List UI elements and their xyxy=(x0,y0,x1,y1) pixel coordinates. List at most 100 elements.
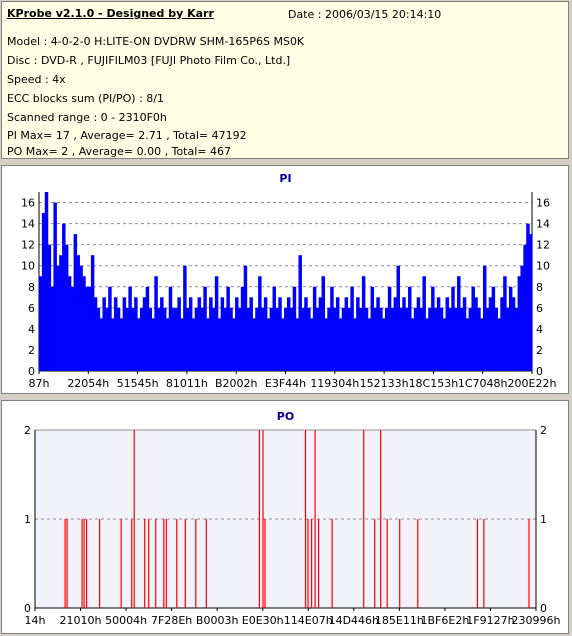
pi-bar xyxy=(232,318,236,371)
po-chart-panel: PO 0 0 1 1 2 2 14h 21010h 50004h 7F28Eh B0003h E0E30… xyxy=(1,400,569,634)
range-line: Scanned range : 0 - 2310F0h xyxy=(7,111,167,124)
pi-bar xyxy=(419,307,424,371)
pi-bar xyxy=(191,318,196,371)
pi-bar xyxy=(275,307,279,371)
pi-bar xyxy=(523,244,527,371)
pi-bar xyxy=(174,307,178,371)
pi-bar xyxy=(517,276,522,371)
pi-bar xyxy=(338,318,343,371)
x-tick-label: 81011h xyxy=(166,377,208,390)
y-tick-label-left: 2 xyxy=(28,344,35,357)
x-tick-label: 1BF6E2h xyxy=(421,614,470,627)
pi-bar xyxy=(183,265,187,371)
pi-bar xyxy=(312,286,317,371)
x-tick-label: 14D446h xyxy=(329,614,379,627)
pi-bar xyxy=(390,307,395,371)
pi-bar xyxy=(408,286,412,371)
pi-bar xyxy=(491,286,496,371)
x-tick-label: 152133h xyxy=(360,377,409,390)
pi-bar xyxy=(171,307,176,371)
pi-bar xyxy=(194,307,199,371)
info-header: KProbe v2.1.0 - Designed by Karr Date : … xyxy=(1,1,569,159)
x-tick-label: 200E22h xyxy=(508,377,557,390)
pi-bar xyxy=(119,318,124,371)
pi-bar xyxy=(335,297,340,371)
pi-bar xyxy=(255,307,259,371)
x-tick-label: B0003h xyxy=(196,614,239,627)
x-tick-label: 50004h xyxy=(105,614,147,627)
pi-bar xyxy=(220,297,225,371)
pi-bar xyxy=(206,318,210,371)
pi-bar xyxy=(168,286,173,371)
pi-bar xyxy=(439,307,444,371)
pi-bar xyxy=(520,265,524,371)
pi-bar xyxy=(122,297,127,371)
pi-bar xyxy=(376,297,380,371)
pi-bar xyxy=(79,265,83,371)
pi-bar xyxy=(387,286,392,371)
pi-bar xyxy=(327,307,331,371)
chart-title: PI xyxy=(279,172,291,185)
pi-bar xyxy=(341,307,346,371)
pi-bar xyxy=(113,297,118,371)
y-tick-label-left: 12 xyxy=(21,239,35,252)
pi-bar xyxy=(73,234,78,371)
pi-bar xyxy=(243,265,248,371)
y-tick-label-right: 10 xyxy=(536,260,550,273)
pi-bar xyxy=(370,286,375,371)
pi-bar xyxy=(295,318,300,371)
pi-chart-panel: PI 0 0 2 2 4 4 6 6 8 8 10 10 12 12 14 14 16 16 87h 22054h 515… xyxy=(1,165,569,394)
scan-date: Date : 2006/03/15 20:14:10 xyxy=(288,8,442,21)
y-tick-label-right: 2 xyxy=(536,344,543,357)
disc-line: Disc : DVD-R , FUJIFILM03 [FUJI Photo Fi… xyxy=(7,54,291,67)
pi-bar xyxy=(162,307,167,371)
pi-bar xyxy=(459,307,464,371)
pi-bar xyxy=(367,318,372,371)
chart-title: PO xyxy=(277,410,294,423)
pi-bar xyxy=(237,307,242,371)
pi-bar xyxy=(356,297,360,371)
pi-bar xyxy=(59,255,63,371)
x-tick-label: 119304h xyxy=(310,377,359,390)
pi-bar xyxy=(157,307,161,371)
pi-bar xyxy=(229,307,233,371)
pi-bar xyxy=(180,318,184,371)
x-tick-label: 114E07h xyxy=(284,614,333,627)
pi-bar xyxy=(333,307,337,371)
pi-bar xyxy=(102,297,106,371)
x-tick-label: 18C153h xyxy=(409,377,459,390)
x-tick-label: 185E11h xyxy=(375,614,424,627)
pi-bar xyxy=(526,223,530,371)
x-tick-label: 1F9127h xyxy=(466,614,514,627)
pi-bar xyxy=(93,297,98,371)
x-tick-label: 1C7048h xyxy=(458,377,508,390)
x-tick-label: 21010h xyxy=(60,614,102,627)
pi-bar xyxy=(500,297,504,371)
po-chart: PO 0 0 1 1 2 2 14h 21010h 50004h 7F28Eh B0003h E0E30… xyxy=(24,410,561,627)
pi-bar xyxy=(134,297,138,371)
pi-bar xyxy=(477,307,481,371)
pi-bar xyxy=(85,286,89,371)
x-tick-label: E3F44h xyxy=(265,377,306,390)
po-stats-line: PO Max= 2 , Average= 0.00 , Total= 467 xyxy=(7,145,231,158)
pi-bar xyxy=(485,307,490,371)
pi-bar xyxy=(211,307,216,371)
pi-bar xyxy=(330,286,334,371)
pi-bar xyxy=(105,307,109,371)
pi-bar xyxy=(188,297,193,371)
pi-bar xyxy=(278,297,282,371)
y-tick-label-right: 0 xyxy=(536,365,543,378)
pi-bar xyxy=(62,223,66,371)
pi-bar xyxy=(364,307,369,371)
x-tick-label: 87h xyxy=(29,377,50,390)
pi-bar xyxy=(39,276,43,371)
pi-bar xyxy=(307,307,311,371)
pi-bar xyxy=(116,307,121,371)
pi-bar xyxy=(318,297,323,371)
pi-bar xyxy=(497,318,501,371)
pi-bar xyxy=(82,276,86,371)
y-tick-label-right: 0 xyxy=(540,602,547,615)
y-tick-label-left: 2 xyxy=(24,424,31,437)
pi-bar xyxy=(272,286,277,371)
pi-bar xyxy=(108,286,112,371)
